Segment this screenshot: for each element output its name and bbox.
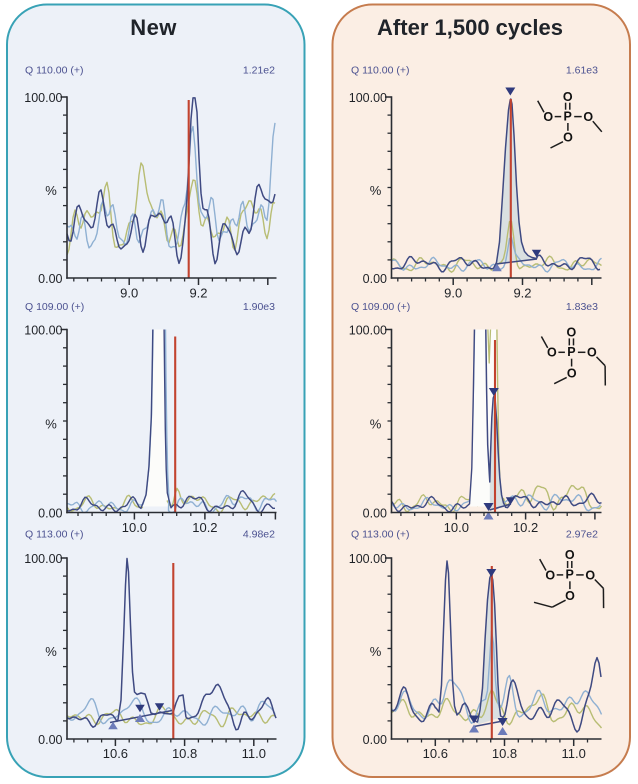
svg-text:2.97e2: 2.97e2 <box>566 529 598 541</box>
svg-text:100.00: 100.00 <box>24 91 62 105</box>
svg-text:O: O <box>587 346 597 360</box>
svg-text:11.0: 11.0 <box>242 746 266 761</box>
svg-text:0.00: 0.00 <box>363 507 387 521</box>
svg-text:O: O <box>565 548 575 562</box>
svg-text:11.0: 11.0 <box>562 746 586 761</box>
svg-text:10.2: 10.2 <box>513 520 538 535</box>
svg-text:Q 113.00 (+): Q 113.00 (+) <box>351 529 409 541</box>
svg-text:9.2: 9.2 <box>513 285 531 300</box>
svg-text:1.83e3: 1.83e3 <box>566 301 598 313</box>
svg-text:0.00: 0.00 <box>363 733 387 747</box>
svg-text:O: O <box>565 589 575 603</box>
svg-text:1.90e3: 1.90e3 <box>243 301 275 313</box>
svg-text:9.2: 9.2 <box>189 285 207 300</box>
svg-text:%: % <box>370 183 382 198</box>
svg-text:O: O <box>567 366 577 380</box>
svg-text:After 1,500 cycles: After 1,500 cycles <box>377 15 563 40</box>
svg-text:10.6: 10.6 <box>423 746 448 761</box>
svg-text:%: % <box>370 644 382 659</box>
svg-text:100.00: 100.00 <box>24 324 62 338</box>
svg-text:%: % <box>370 417 382 432</box>
svg-text:P: P <box>564 109 572 123</box>
svg-text:O: O <box>583 110 593 124</box>
svg-text:100.00: 100.00 <box>24 552 62 566</box>
svg-text:Q 110.00 (+): Q 110.00 (+) <box>351 65 409 77</box>
svg-text:O: O <box>563 90 573 104</box>
svg-text:%: % <box>45 644 57 659</box>
svg-text:Q 113.00 (+): Q 113.00 (+) <box>25 529 83 541</box>
svg-text:Q 109.00 (+): Q 109.00 (+) <box>351 301 410 313</box>
svg-text:9.0: 9.0 <box>444 285 462 300</box>
svg-text:P: P <box>567 345 575 359</box>
svg-text:Q 110.00 (+): Q 110.00 (+) <box>25 65 83 77</box>
svg-text:10.0: 10.0 <box>444 520 469 535</box>
svg-text:O: O <box>543 110 553 124</box>
svg-text:10.8: 10.8 <box>172 746 197 761</box>
svg-text:9.0: 9.0 <box>120 285 138 300</box>
svg-text:0.00: 0.00 <box>38 272 62 286</box>
svg-text:%: % <box>45 417 57 432</box>
svg-text:%: % <box>45 183 57 198</box>
svg-text:O: O <box>567 326 577 340</box>
svg-text:O: O <box>585 568 595 582</box>
svg-text:4.98e2: 4.98e2 <box>243 529 275 541</box>
svg-text:0.00: 0.00 <box>363 272 387 286</box>
svg-text:1.61e3: 1.61e3 <box>566 65 598 77</box>
svg-text:O: O <box>563 131 573 145</box>
svg-text:New: New <box>130 15 177 40</box>
svg-text:O: O <box>545 568 555 582</box>
svg-text:P: P <box>566 568 574 582</box>
svg-text:1.21e2: 1.21e2 <box>243 65 275 77</box>
svg-text:O: O <box>547 346 557 360</box>
svg-text:10.8: 10.8 <box>492 746 517 761</box>
svg-text:100.00: 100.00 <box>349 552 387 566</box>
svg-text:100.00: 100.00 <box>349 324 387 338</box>
svg-text:0.00: 0.00 <box>38 507 62 521</box>
svg-text:10.0: 10.0 <box>122 520 147 535</box>
svg-text:10.6: 10.6 <box>103 746 128 761</box>
svg-text:0.00: 0.00 <box>38 733 62 747</box>
svg-text:10.2: 10.2 <box>192 520 217 535</box>
svg-text:100.00: 100.00 <box>349 91 387 105</box>
svg-text:Q 109.00 (+): Q 109.00 (+) <box>25 301 84 313</box>
